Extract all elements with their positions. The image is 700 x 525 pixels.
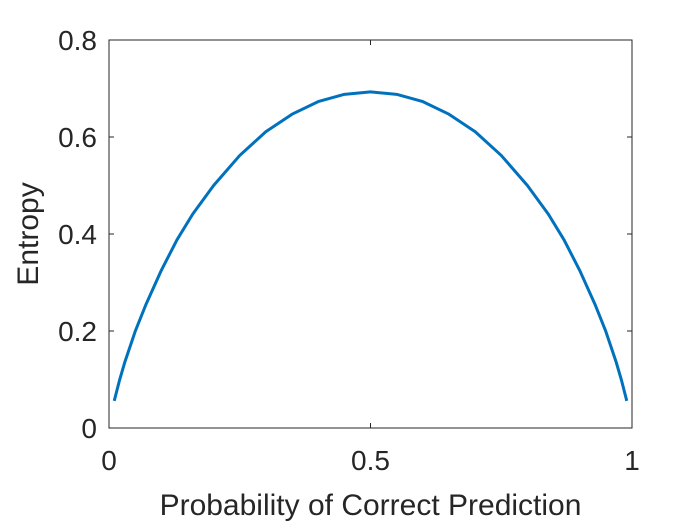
- x-tick-label: 1: [624, 445, 640, 476]
- entropy-line: [112, 90, 629, 402]
- y-tick-label: 0.8: [58, 25, 97, 56]
- y-axis-label: Entropy: [12, 182, 45, 285]
- plot-area: [108, 39, 633, 429]
- y-tick-label: 0.2: [58, 316, 97, 347]
- x-tick-label: 0: [101, 445, 117, 476]
- series-group: [112, 90, 629, 402]
- y-tick-label: 0.6: [58, 122, 97, 153]
- y-tick-label: 0: [81, 413, 97, 444]
- x-tick-label: 0.5: [351, 445, 390, 476]
- tick-labels: 0 0.5 1 0 0.2 0.4 0.6 0.8: [58, 25, 640, 476]
- x-axis-label: Probability of Correct Prediction: [160, 489, 582, 522]
- ticks: [108, 39, 633, 429]
- y-tick-label: 0.4: [58, 219, 97, 250]
